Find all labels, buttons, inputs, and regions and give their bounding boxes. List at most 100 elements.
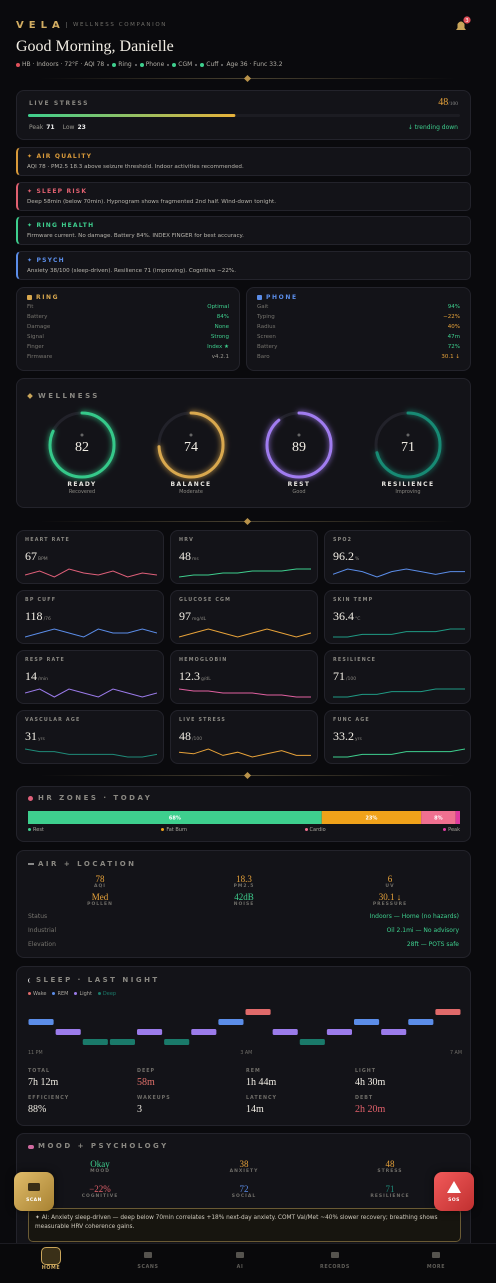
hypnogram-block bbox=[272, 1029, 298, 1035]
legend-dot bbox=[97, 992, 101, 995]
score-status: Improving bbox=[395, 489, 420, 495]
stat-label: REM bbox=[246, 1069, 261, 1074]
low-label: Low bbox=[62, 124, 75, 131]
stat-value: 42dB bbox=[234, 892, 254, 902]
stat-value: Med bbox=[91, 892, 109, 902]
sparkline bbox=[25, 628, 157, 638]
legend-text: Deep bbox=[102, 991, 117, 997]
score-label: READY bbox=[67, 481, 96, 488]
sparkline bbox=[179, 688, 311, 698]
score-icon bbox=[80, 433, 84, 437]
nav-item[interactable]: MORE bbox=[411, 1244, 461, 1283]
legend-text: Wake bbox=[33, 991, 47, 997]
unit: ms bbox=[192, 557, 199, 562]
sparkline bbox=[333, 568, 465, 578]
separator bbox=[195, 63, 198, 66]
stat-value: 6 bbox=[387, 874, 393, 884]
row-label: Gait bbox=[257, 304, 269, 310]
section-title: MOOD + PSYCHOLOGY bbox=[38, 1142, 169, 1150]
row-value: 47m bbox=[447, 334, 460, 340]
legend-item: Wake bbox=[28, 991, 46, 997]
graphic bbox=[28, 114, 460, 117]
device-row: Radius 40% bbox=[257, 324, 460, 330]
nav-item[interactable]: SCANS bbox=[123, 1244, 173, 1283]
metric-card: VASCULAR AGE 31yrs bbox=[16, 710, 164, 764]
metric-value: 96.2% bbox=[333, 549, 359, 564]
nav-item[interactable]: HOME bbox=[26, 1244, 76, 1283]
score-label: RESILIENCE bbox=[382, 481, 435, 488]
legend-text: Peak bbox=[448, 827, 460, 833]
alert-card: ✦ AIR QUALITY AQI 78 · PM2.5 18.3 above s… bbox=[16, 147, 471, 176]
sleep-card: SLEEP · LAST NIGHT Wake REM Light Deep 11 PM 3… bbox=[16, 966, 471, 1126]
alert-text: AQI 78 · PM2.5 18.3 above seizure thresh… bbox=[27, 164, 244, 170]
hypnogram-block bbox=[245, 1009, 271, 1015]
sparkline bbox=[25, 748, 157, 758]
live-stress-card: LIVE STRESS 48/100 Peak 71 Low 23 ↓ trending d… bbox=[16, 90, 471, 140]
metric-label: LIVE STRESS bbox=[179, 718, 227, 723]
stat-label: ANXIETY bbox=[229, 1169, 259, 1174]
row-value: 30.1 ↓ bbox=[441, 354, 460, 360]
stress-bar bbox=[28, 114, 236, 117]
row-value: 28ft — POTS safe bbox=[406, 941, 459, 948]
ring-card: RING Fit Optimal Battery 84% Damage None Signal… bbox=[16, 287, 240, 371]
stat-value: 88% bbox=[28, 1104, 47, 1115]
metric-value: 36.4°C bbox=[333, 609, 360, 624]
scan-button[interactable]: SCAN bbox=[14, 1172, 54, 1211]
stat-label: NOISE bbox=[233, 902, 255, 907]
mood-card: MOOD + PSYCHOLOGY Okay MOOD 38 ANXIETY 48 STRE… bbox=[16, 1133, 471, 1258]
peak-label: Peak bbox=[29, 124, 44, 131]
zone-segment bbox=[321, 811, 422, 824]
row-label: Battery bbox=[27, 314, 48, 320]
unit: mg/dL bbox=[192, 617, 207, 622]
stat-label: PM2.5 bbox=[233, 884, 255, 889]
stat-value: 2h 20m bbox=[355, 1104, 386, 1115]
hypnogram-block bbox=[435, 1009, 461, 1015]
metric-card: HRV 48ms bbox=[170, 530, 318, 584]
row-label: Firmware bbox=[27, 354, 53, 360]
time-label: 7 AM bbox=[449, 1051, 462, 1056]
zone-segment bbox=[455, 811, 460, 824]
metric-label: HRV bbox=[179, 538, 195, 543]
metric-card: SPO2 96.2% bbox=[324, 530, 471, 584]
score-status: Moderate bbox=[179, 489, 203, 495]
icon bbox=[28, 863, 34, 865]
insight-box: ✦ AI: Anxiety sleep-driven — deep below … bbox=[28, 1208, 461, 1242]
row-label: Radius bbox=[257, 324, 276, 330]
row-value: 94% bbox=[447, 304, 460, 310]
row-label: Signal bbox=[27, 334, 44, 340]
legend-text: Rest bbox=[33, 827, 44, 833]
device-row: Battery 84% bbox=[27, 314, 229, 320]
sos-button[interactable]: SOS bbox=[434, 1172, 474, 1211]
tagline: WELLNESS COMPANION bbox=[66, 22, 167, 28]
stat-label: DEEP bbox=[137, 1069, 156, 1074]
legend-text: Light bbox=[79, 991, 92, 997]
stat-label: DEBT bbox=[355, 1096, 374, 1101]
insight-text: ✦ AI: Anxiety sleep-driven — deep below … bbox=[35, 1215, 438, 1230]
alert-text: Anxiety 38/100 (sleep-driven). Resilienc… bbox=[27, 268, 236, 274]
row-value: −22% bbox=[443, 314, 460, 320]
row-label: Battery bbox=[257, 344, 278, 350]
row-value: Optimal bbox=[207, 304, 229, 310]
graphic: 3 bbox=[456, 16, 471, 30]
unit: yrs bbox=[355, 737, 362, 742]
stat-value: 72 bbox=[239, 1184, 249, 1194]
alert-text: Firmware current. No damage. Battery 84%… bbox=[27, 233, 244, 239]
zone-label: 68% bbox=[169, 816, 181, 822]
legend-dot bbox=[443, 828, 447, 831]
score-value: 82 bbox=[75, 440, 89, 455]
device-row: Signal Strong bbox=[27, 334, 229, 340]
score-arc bbox=[48, 411, 116, 479]
nav-item[interactable]: RECORDS bbox=[310, 1244, 360, 1283]
stat-value: 30.1 ↓ bbox=[378, 892, 402, 902]
metric-label: HEART RATE bbox=[25, 538, 71, 543]
hr-zones-card: HR ZONES · TODAY 68% 23% 8% Rest Fat Burn Card… bbox=[16, 786, 471, 842]
legend-item: REM bbox=[52, 991, 68, 997]
hypnogram-block bbox=[55, 1029, 81, 1035]
stat-label: AQI bbox=[94, 884, 106, 889]
nav-item[interactable]: AI bbox=[215, 1244, 265, 1283]
value: 71 bbox=[333, 669, 345, 683]
alert-card: ✦ RING HEALTH Firmware current. No damage… bbox=[16, 216, 471, 245]
zone-legend: Rest Fat Burn Cardio Peak bbox=[28, 827, 460, 833]
stat-label: EFFICIENCY bbox=[28, 1096, 70, 1101]
